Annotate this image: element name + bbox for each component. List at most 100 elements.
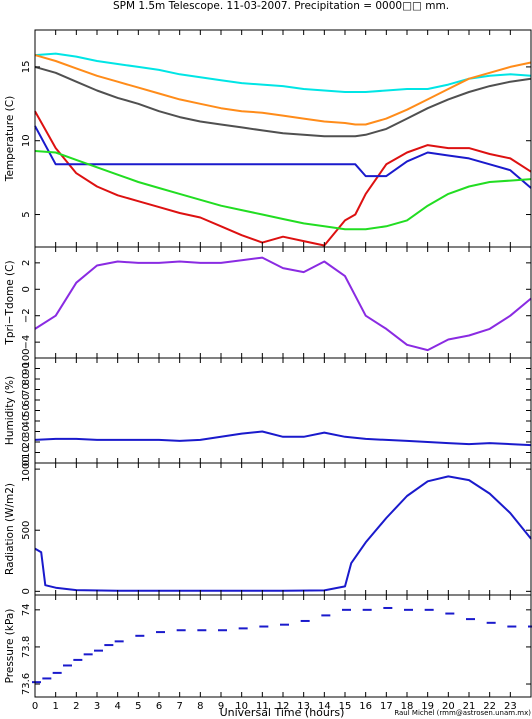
x-tick-label: 4 <box>114 701 120 712</box>
data-point <box>362 608 372 611</box>
data-point <box>445 612 455 615</box>
y-tick-label: 10 <box>21 134 32 147</box>
x-tick-label: 15 <box>339 701 352 712</box>
data-point <box>218 629 227 632</box>
x-tick-label: 7 <box>176 701 182 712</box>
x-tick-label: 8 <box>197 701 203 712</box>
data-point <box>104 644 114 647</box>
data-point <box>197 629 207 632</box>
y-tick-label: 2 <box>21 260 32 266</box>
data-point <box>259 625 269 628</box>
y-tick-label: −4 <box>21 335 32 350</box>
x-tick-label: 16 <box>359 701 372 712</box>
x-tick-label: 13 <box>297 701 310 712</box>
data-point <box>73 658 83 661</box>
y-tick-label: 60 <box>21 394 32 407</box>
panel-3: 0 500 1000 Radiation (W/m2) <box>4 456 532 596</box>
x-tick-label: 2 <box>73 701 79 712</box>
y-tick-label: 30 <box>21 425 32 438</box>
y-tick-label: 10 <box>21 446 32 459</box>
y-tick-label: −2 <box>21 308 32 323</box>
data-point <box>135 634 145 637</box>
x-tick-label: 9 <box>218 701 224 712</box>
y-tick-label: 73.6 <box>21 673 32 695</box>
data-point <box>280 623 289 626</box>
data-point <box>42 677 52 680</box>
data-point <box>176 629 186 632</box>
y-tick-label: 40 <box>21 415 32 428</box>
data-point <box>32 681 41 684</box>
data-point <box>83 653 93 656</box>
series-line-3 <box>34 110 532 247</box>
y-tick-label: 5 <box>21 211 32 217</box>
y-tick-label: 80 <box>21 373 32 386</box>
y-tick-label: 1000 <box>21 456 32 481</box>
y-tick-label: 90 <box>21 362 32 375</box>
credit-text: Raul Michel (rmm@astrosen.unam.mx) <box>394 709 531 717</box>
y-tick-label: 70 <box>21 383 32 396</box>
x-tick-label: 14 <box>318 701 331 712</box>
data-point <box>300 619 310 622</box>
panel-frame <box>34 462 532 596</box>
x-tick-label: 18 <box>401 701 414 712</box>
x-tick-label: 19 <box>421 701 434 712</box>
series-line-0 <box>34 475 532 592</box>
series-line-0 <box>34 52 532 93</box>
y-tick-label: 500 <box>21 521 32 540</box>
series-line-2 <box>34 65 532 138</box>
x-tick-label: 11 <box>256 701 269 712</box>
series-line-5 <box>34 150 532 231</box>
x-tick-label: 22 <box>483 701 496 712</box>
panel-0: 5 10 15 Temperature (C) <box>4 29 532 248</box>
series-line-0 <box>34 430 532 447</box>
y-tick-label: 0 <box>21 286 32 292</box>
y-axis-label: Pressure (kPa) <box>4 609 16 684</box>
x-tick-label: 20 <box>442 701 455 712</box>
x-tick-label: 3 <box>94 701 100 712</box>
y-axis-label: Tpri−Tdome (C) <box>4 260 16 345</box>
x-tick-label: 1 <box>52 701 58 712</box>
y-tick-label: 100 <box>21 348 32 367</box>
x-tick-label: 12 <box>277 701 290 712</box>
y-tick-label: 73.8 <box>21 636 32 658</box>
data-point <box>238 627 248 630</box>
y-tick-label: 15 <box>21 61 32 74</box>
y-axis-label: Temperature (C) <box>4 96 16 182</box>
y-tick-label: 74 <box>21 603 32 616</box>
x-tick-label: 17 <box>380 701 393 712</box>
x-tick-label: 21 <box>463 701 476 712</box>
data-point <box>466 618 475 621</box>
chart-title: SPM 1.5m Telescope. 11-03-2007. Precipit… <box>113 0 449 12</box>
data-point <box>342 608 351 611</box>
y-tick-label: 50 <box>21 404 32 417</box>
x-axis-label: Universal Time (hours) <box>220 706 345 719</box>
data-point <box>404 608 413 611</box>
y-tick-label: 20 <box>21 436 32 449</box>
data-point <box>156 631 165 634</box>
x-tick-label: 6 <box>156 701 162 712</box>
data-point <box>52 671 62 674</box>
data-point <box>383 606 393 609</box>
data-point <box>114 640 124 643</box>
x-tick-label: 10 <box>235 701 248 712</box>
x-tick-label: 5 <box>135 701 141 712</box>
data-point <box>486 621 496 624</box>
series-line-0 <box>34 256 532 352</box>
series-line-4 <box>34 125 532 189</box>
data-point <box>94 649 103 652</box>
y-tick-label: 0 <box>21 588 32 594</box>
x-tick-label: 23 <box>504 701 517 712</box>
data-point <box>528 625 532 628</box>
data-point <box>424 608 434 611</box>
panel-frame <box>34 357 532 464</box>
y-tick-label: 0 <box>21 460 32 466</box>
x-tick-label: 0 <box>32 701 38 712</box>
y-axis-label: Humidity (%) <box>4 376 16 445</box>
data-point <box>63 664 72 667</box>
panel-1: 2 0 −2 −4 Tpri−Tdome (C) <box>4 246 532 359</box>
y-axis-label: Radiation (W/m2) <box>4 483 16 575</box>
